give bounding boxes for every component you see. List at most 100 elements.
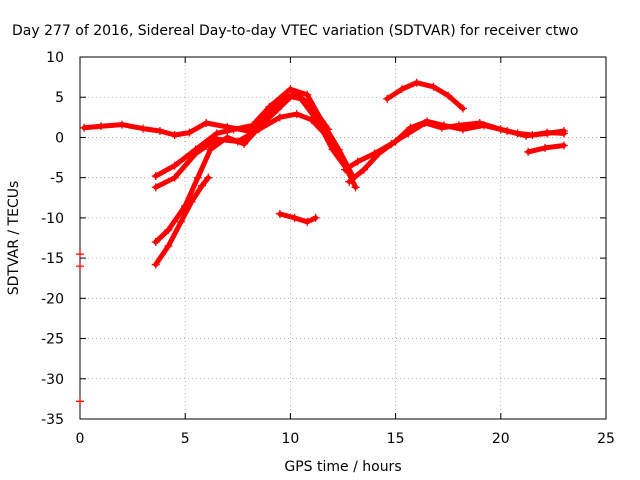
- axis-ticks: 0 5 10 15 20 25 -35 -30 -25 -20 -15 -10 -5 0 5 10: [41, 50, 615, 447]
- data-point: [187, 197, 196, 206]
- series-line: [384, 80, 466, 111]
- data-point: [265, 102, 274, 111]
- data-point: [429, 82, 438, 91]
- data-point: [155, 127, 164, 136]
- x-tick-label: 25: [597, 431, 615, 447]
- series-track-6: [275, 209, 320, 226]
- x-axis-label: GPS time / hours: [284, 459, 401, 475]
- series-track-9: [383, 78, 467, 113]
- data-point: [341, 165, 350, 174]
- data-point: [522, 131, 531, 140]
- data-point: [185, 128, 194, 137]
- y-tick-label: -35: [41, 412, 64, 428]
- data-point: [164, 225, 173, 234]
- data-point: [543, 129, 552, 138]
- data-point: [151, 238, 160, 247]
- data-point: [324, 125, 333, 134]
- data-point: [275, 113, 284, 122]
- chart-title: Day 277 of 2016, Sidereal Day-to-day VTE…: [12, 23, 578, 39]
- data-point: [273, 105, 282, 114]
- data-point: [193, 173, 202, 182]
- data-point: [80, 123, 89, 132]
- series-line: [153, 111, 359, 190]
- data-point: [444, 91, 453, 100]
- data-point: [212, 135, 221, 144]
- data-point: [292, 110, 301, 119]
- data-point: [229, 125, 238, 134]
- x-tick-label: 0: [76, 431, 85, 447]
- data-point: [391, 137, 400, 146]
- data-point: [198, 181, 207, 190]
- series-track-10: [524, 141, 568, 156]
- data-point: [345, 177, 354, 186]
- series-track-8: [345, 117, 568, 186]
- data-point: [164, 242, 173, 251]
- data-point: [151, 172, 160, 181]
- y-tick-label: -5: [50, 171, 64, 187]
- data-point: [458, 125, 467, 134]
- data-point: [423, 117, 432, 126]
- data-point: [339, 157, 347, 166]
- data-point: [223, 133, 232, 142]
- series-line: [277, 211, 319, 225]
- series-line: [153, 90, 331, 245]
- data-point: [351, 183, 360, 192]
- data-point: [524, 147, 533, 156]
- plot-frame: [79, 56, 607, 420]
- y-tick-label: -20: [41, 291, 64, 307]
- data-point: [204, 173, 213, 182]
- data-point: [97, 122, 106, 131]
- data-point: [170, 173, 179, 182]
- data-point: [397, 85, 406, 94]
- data-point: [290, 213, 299, 222]
- data-point: [202, 118, 211, 127]
- data-point: [374, 149, 383, 158]
- data-point: [118, 120, 127, 129]
- data-point: [286, 85, 295, 94]
- data-point: [307, 101, 316, 110]
- data-point: [503, 127, 512, 136]
- data-point: [290, 89, 299, 98]
- y-tick-label: 10: [46, 50, 64, 66]
- data-point: [412, 78, 421, 87]
- y-tick-label: -10: [41, 211, 64, 227]
- data-point: [383, 94, 392, 103]
- x-tick-label: 20: [492, 431, 510, 447]
- y-axis-label: SDTVAR / TECUs: [6, 181, 22, 296]
- data-point: [151, 260, 160, 269]
- data-points: [76, 78, 568, 406]
- data-point: [256, 121, 265, 130]
- y-tick-label: -30: [41, 372, 64, 388]
- data-point: [76, 262, 84, 271]
- data-point: [303, 90, 312, 99]
- data-point: [248, 121, 257, 130]
- data-point: [191, 149, 200, 158]
- data-point: [206, 145, 215, 154]
- data-point: [406, 123, 415, 132]
- series-isolated: [76, 250, 84, 406]
- data-point: [240, 139, 249, 148]
- y-tick-label: -25: [41, 332, 64, 348]
- data-point: [303, 217, 312, 226]
- data-point: [439, 121, 448, 130]
- data-point: [559, 141, 568, 150]
- x-tick-label: 10: [281, 431, 299, 447]
- data-point: [170, 161, 179, 170]
- data-point: [307, 115, 316, 124]
- series-track-4: [151, 89, 333, 247]
- series-line: [153, 175, 211, 267]
- y-tick-label: 5: [55, 90, 64, 106]
- data-point: [76, 397, 84, 406]
- series-line: [525, 143, 567, 155]
- y-tick-label: -15: [41, 251, 64, 267]
- data-point: [151, 183, 160, 192]
- data-point: [360, 165, 369, 174]
- data-point: [275, 209, 284, 218]
- data-point: [170, 131, 179, 140]
- data-point: [324, 133, 333, 142]
- data-point: [76, 250, 84, 259]
- data-point: [458, 104, 467, 113]
- x-tick-label: 5: [181, 431, 190, 447]
- data-point: [559, 127, 568, 136]
